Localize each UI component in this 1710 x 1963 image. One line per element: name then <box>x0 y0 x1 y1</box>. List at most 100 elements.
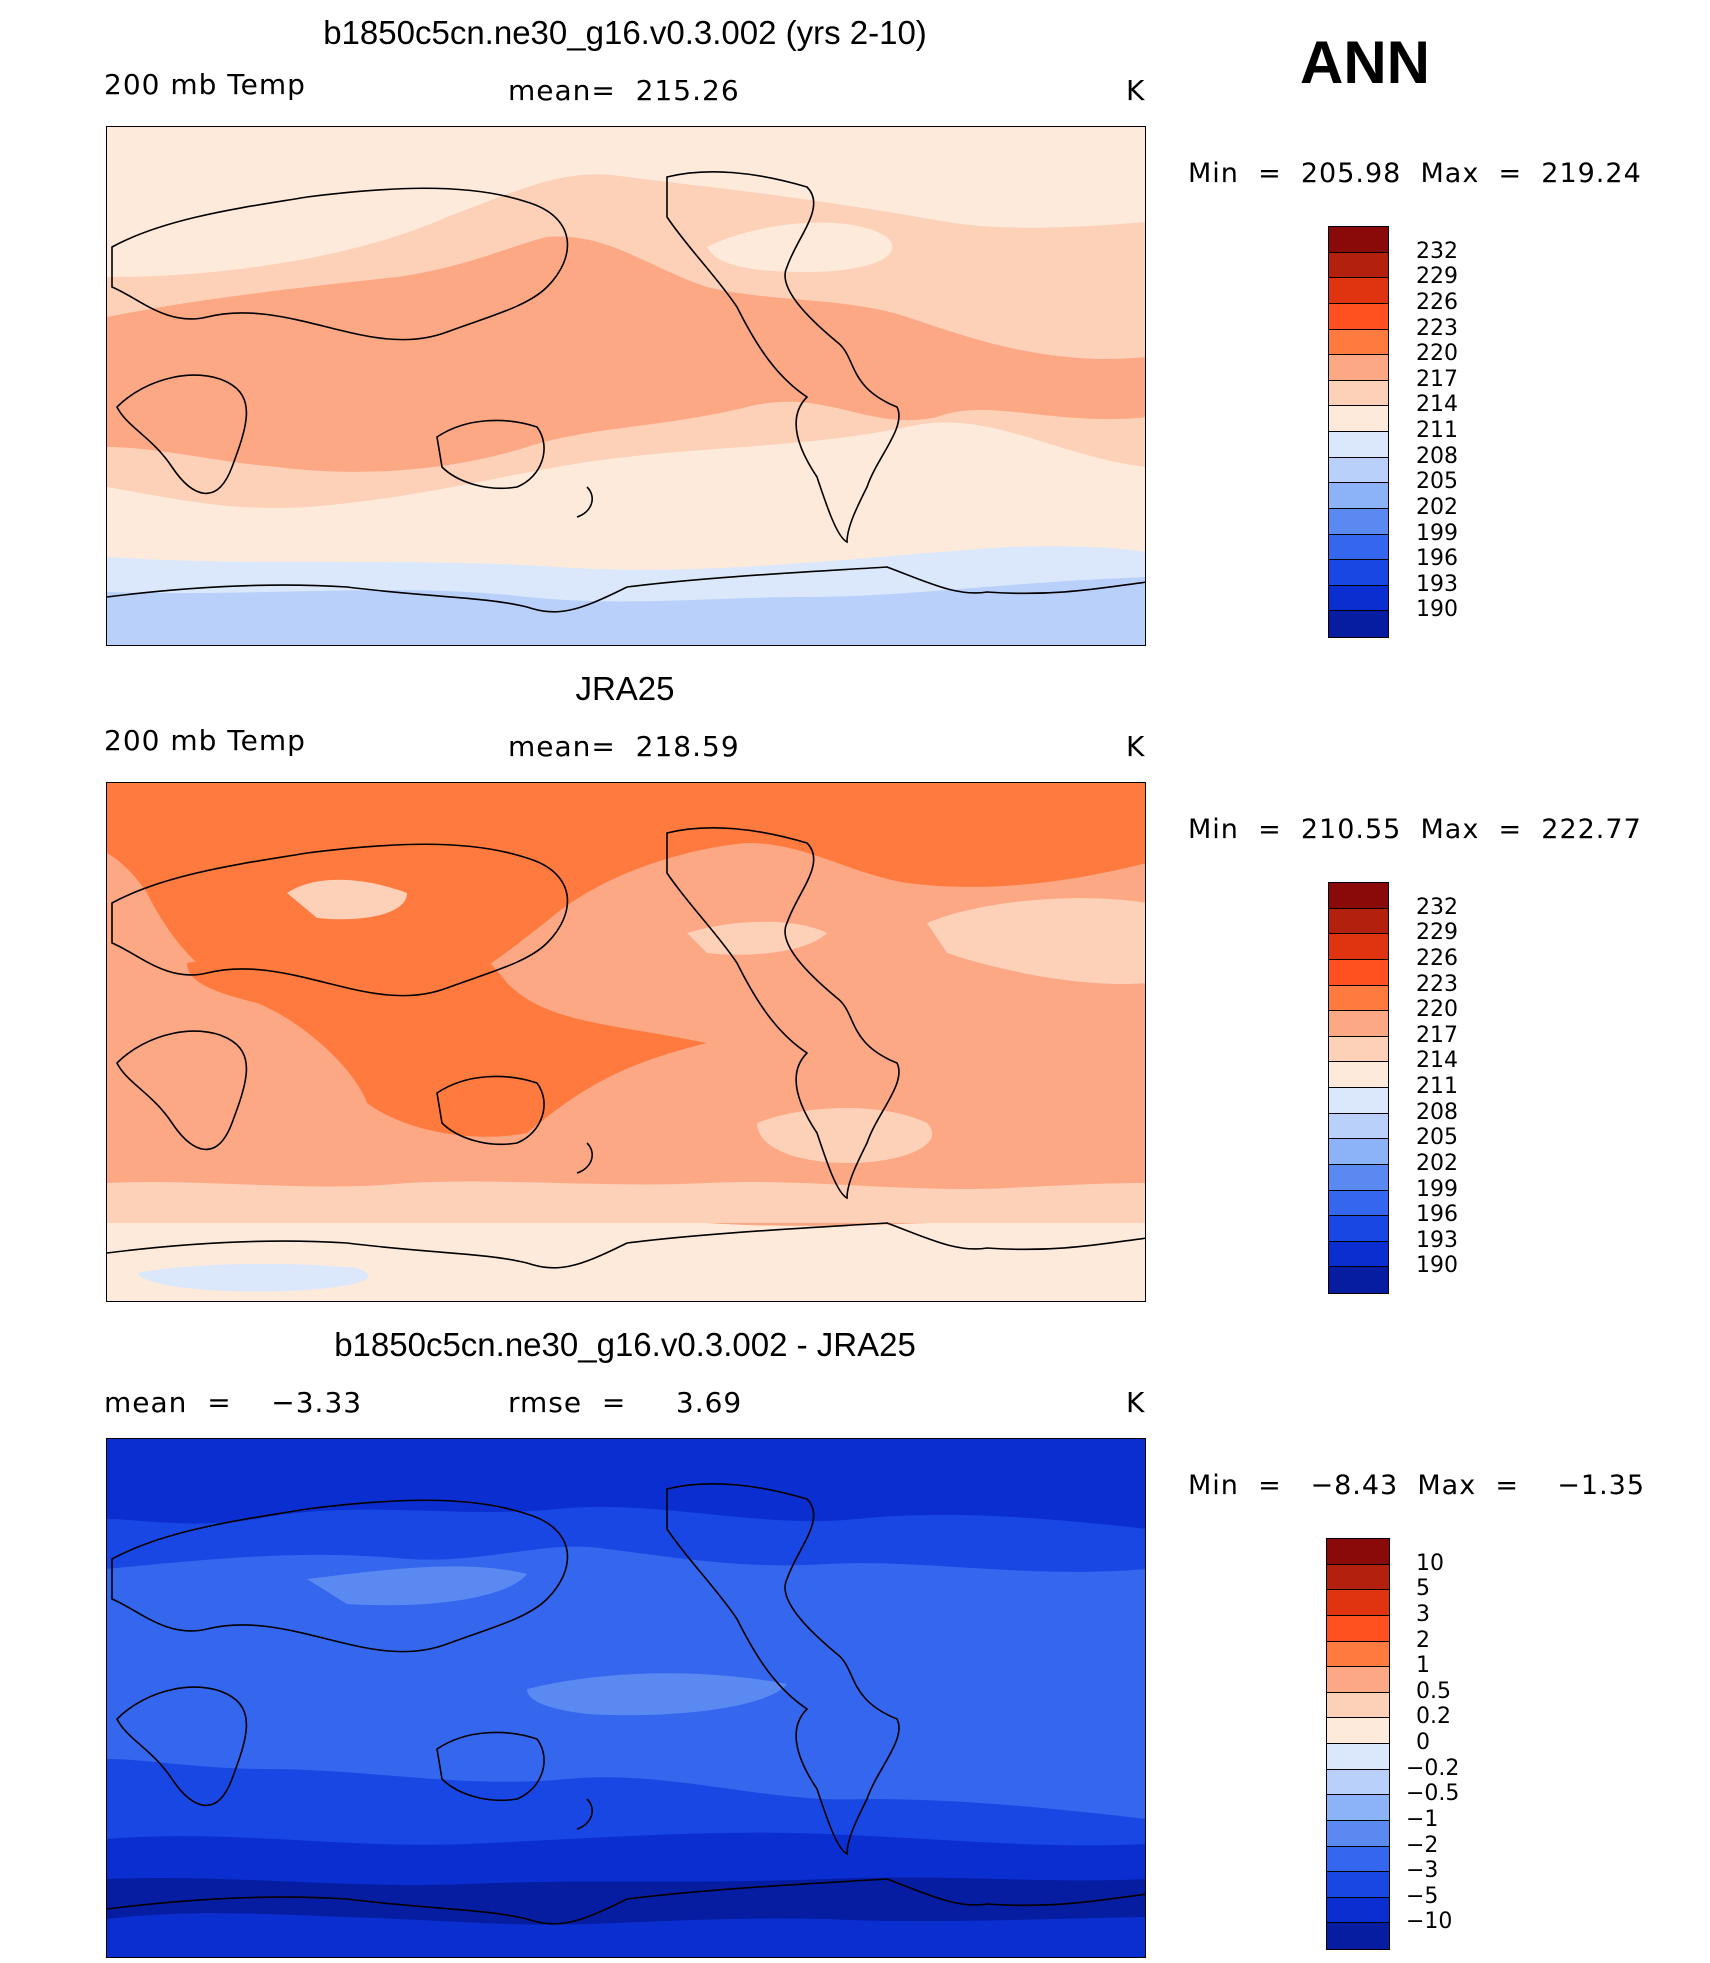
panel-2-mean-label: mean= 218.59 <box>508 730 740 763</box>
panel-3-colorbar <box>1326 1538 1390 1950</box>
colorbar-swatch <box>1329 1267 1388 1293</box>
colorbar-swatch <box>1327 1769 1389 1796</box>
colorbar-tick-label: 211 <box>1416 418 1458 443</box>
panel-1-minmax: Min = 205.98 Max = 219.24 <box>1188 158 1642 189</box>
colorbar-swatch <box>1329 1139 1388 1165</box>
colorbar-swatch <box>1329 883 1388 909</box>
panel-3-map <box>106 1438 1146 1958</box>
colorbar-tick-label: −1 <box>1406 1806 1439 1832</box>
colorbar-tick-label: 202 <box>1416 1150 1458 1176</box>
colorbar-swatch <box>1329 303 1388 330</box>
panel-2-title: JRA25 <box>575 670 675 707</box>
colorbar-tick-label: 202 <box>1416 494 1458 520</box>
colorbar-tick-label: 205 <box>1416 469 1458 495</box>
colorbar-swatch <box>1329 1062 1388 1088</box>
panel-1-title: b1850c5cn.ne30_g16.v0.3.002 (yrs 2-10) <box>323 14 927 51</box>
colorbar-tick-label: 1 <box>1416 1653 1430 1679</box>
colorbar-tick-label: 220 <box>1416 341 1458 367</box>
colorbar-tick-label: 0 <box>1416 1730 1430 1755</box>
colorbar-swatch <box>1329 611 1388 637</box>
colorbar-swatch <box>1329 329 1388 356</box>
colorbar-swatch <box>1327 1846 1389 1873</box>
colorbar-tick-label: 214 <box>1416 392 1458 418</box>
colorbar-tick-label: 199 <box>1416 1176 1458 1202</box>
colorbar-tick-label: 3 <box>1416 1601 1430 1627</box>
panel-3-colorbar-labels: 10 5 3 2 1 0.5 0.2 0 −0.2 −0.5 −1 −2 −3 −5 −10 <box>1406 1538 1526 1950</box>
colorbar-tick-label: 196 <box>1416 1202 1458 1228</box>
panel-1-colorbar <box>1328 226 1389 638</box>
panel-3-mean-label: mean = −3.33 <box>104 1386 363 1419</box>
colorbar-tick-label: 232 <box>1416 238 1458 264</box>
panel-3-units: K <box>1126 1386 1146 1419</box>
colorbar-tick-label: 0.2 <box>1416 1704 1451 1730</box>
colorbar-swatch <box>1327 1795 1389 1821</box>
colorbar-swatch <box>1329 227 1388 253</box>
colorbar-tick-label: 196 <box>1416 546 1458 572</box>
colorbar-swatch <box>1329 1036 1388 1063</box>
colorbar-tick-label: −0.5 <box>1406 1781 1460 1807</box>
colorbar-tick-label: 229 <box>1416 920 1458 946</box>
colorbar-swatch <box>1327 1897 1389 1924</box>
colorbar-tick-label: 190 <box>1416 597 1458 623</box>
colorbar-swatch <box>1329 959 1388 986</box>
colorbar-swatch <box>1327 1539 1389 1565</box>
colorbar-tick-label: 199 <box>1416 520 1458 546</box>
colorbar-tick-label: 217 <box>1416 366 1458 392</box>
panel-1-mean-label: mean= 215.26 <box>508 74 740 107</box>
panel-2-map <box>106 782 1146 1302</box>
colorbar-swatch <box>1329 483 1388 509</box>
panel-1-variable-label: 200 mb Temp <box>104 68 306 101</box>
colorbar-tick-label: 214 <box>1416 1048 1458 1074</box>
colorbar-swatch <box>1329 380 1388 407</box>
colorbar-tick-label: 2 <box>1416 1627 1430 1653</box>
colorbar-swatch <box>1327 1923 1389 1949</box>
colorbar-tick-label: 229 <box>1416 264 1458 290</box>
colorbar-tick-label: 226 <box>1416 289 1458 315</box>
colorbar-swatch <box>1327 1820 1389 1847</box>
panel-1-contour-plot <box>107 127 1145 645</box>
colorbar-tick-label: 193 <box>1416 571 1458 597</box>
panel-2-contour-plot <box>107 783 1145 1301</box>
colorbar-swatch <box>1329 1088 1388 1114</box>
colorbar-tick-label: 226 <box>1416 945 1458 971</box>
panel-1-colorbar-labels: 232 229 226 223 220 217 214 211 208 205 202 199 196 1… <box>1406 226 1526 638</box>
colorbar-tick-label: 208 <box>1416 443 1458 469</box>
colorbar-tick-label: 0.5 <box>1416 1678 1451 1704</box>
colorbar-swatch <box>1329 934 1388 960</box>
colorbar-swatch <box>1329 1011 1388 1037</box>
colorbar-swatch <box>1329 432 1388 458</box>
colorbar-swatch <box>1327 1718 1389 1744</box>
colorbar-tick-label: 223 <box>1416 971 1458 997</box>
panel-3-contour-plot <box>107 1439 1145 1957</box>
colorbar-swatch <box>1329 1113 1388 1140</box>
colorbar-swatch <box>1327 1872 1389 1898</box>
colorbar-swatch <box>1329 1190 1388 1217</box>
panel-3-title: b1850c5cn.ne30_g16.v0.3.002 - JRA25 <box>334 1326 916 1363</box>
colorbar-tick-label: −2 <box>1406 1832 1439 1858</box>
colorbar-swatch <box>1327 1641 1389 1668</box>
panel-3-rmse-label: rmse = 3.69 <box>508 1386 743 1419</box>
panel-1-map <box>106 126 1146 646</box>
season-label: ANN <box>1300 29 1430 96</box>
colorbar-tick-label: 217 <box>1416 1022 1458 1048</box>
colorbar-swatch <box>1329 278 1388 304</box>
panel-2-colorbar <box>1328 882 1389 1294</box>
colorbar-tick-label: 5 <box>1416 1576 1430 1602</box>
panel-2-minmax: Min = 210.55 Max = 222.77 <box>1188 814 1642 845</box>
colorbar-tick-label: 211 <box>1416 1074 1458 1099</box>
colorbar-tick-label: 232 <box>1416 894 1458 920</box>
colorbar-swatch <box>1329 406 1388 432</box>
colorbar-swatch <box>1329 985 1388 1012</box>
colorbar-swatch <box>1329 585 1388 612</box>
colorbar-tick-label: 193 <box>1416 1227 1458 1253</box>
colorbar-swatch <box>1329 560 1388 586</box>
colorbar-swatch <box>1329 355 1388 381</box>
panel-1-units: K <box>1126 74 1146 107</box>
panel-2-colorbar-labels: 232 229 226 223 220 217 214 211 208 205 202 199 196 1… <box>1406 882 1526 1294</box>
colorbar-tick-label: 205 <box>1416 1125 1458 1151</box>
colorbar-tick-label: −5 <box>1406 1883 1439 1909</box>
colorbar-swatch <box>1329 1241 1388 1268</box>
panel-2-variable-label: 200 mb Temp <box>104 724 306 757</box>
colorbar-swatch <box>1327 1615 1389 1642</box>
colorbar-swatch <box>1329 508 1388 535</box>
